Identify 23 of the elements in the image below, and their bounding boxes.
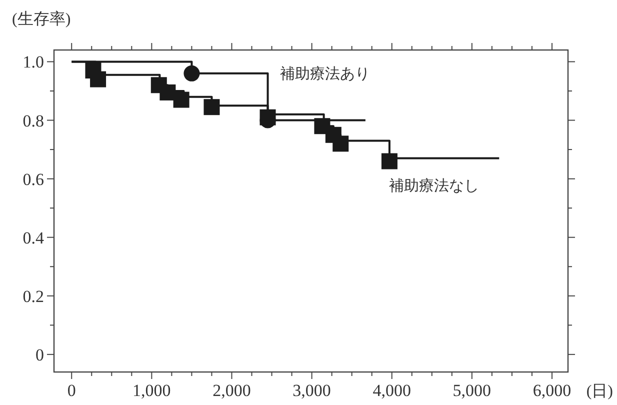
point <box>204 99 220 116</box>
x-tick-label: 0 <box>67 381 76 400</box>
y-tick-label: 0 <box>36 345 44 364</box>
x-tick-label: 3,000 <box>292 381 331 400</box>
point <box>332 136 349 152</box>
y-tick-label: 0.4 <box>22 228 44 248</box>
point <box>173 92 190 108</box>
y-tick-label: 0.2 <box>22 286 44 306</box>
x-tick-label: 1,000 <box>132 381 171 400</box>
series-label: 補助療法なし <box>389 176 480 194</box>
y-tick-label: 0.8 <box>22 111 44 130</box>
y-axis-title: (生存率) <box>12 10 71 28</box>
x-tick-label: 2,000 <box>212 381 251 400</box>
y-tick-label: 1.0 <box>22 52 44 72</box>
point <box>184 65 200 82</box>
x-tick-label: 5,000 <box>452 381 492 400</box>
series-label: 補助療法あり <box>280 64 370 82</box>
x-axis-title: (日) <box>586 383 613 400</box>
point <box>90 71 106 88</box>
x-tick-label: 4,000 <box>372 381 411 400</box>
x-tick-label: 6,000 <box>532 381 572 400</box>
y-tick-label: 0.6 <box>22 170 44 189</box>
point <box>381 153 398 170</box>
